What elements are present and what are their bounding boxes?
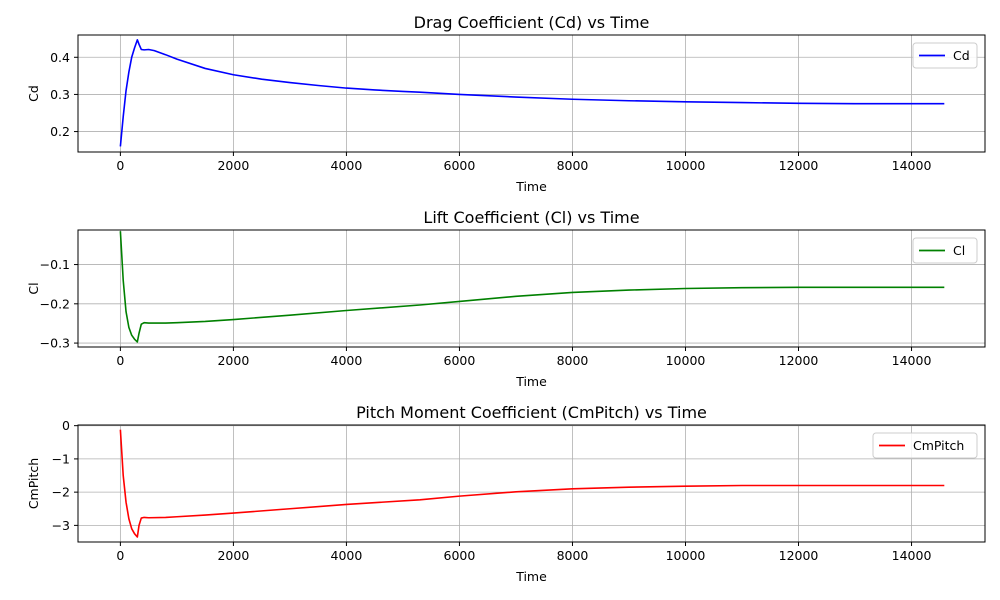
y-tick-label: −0.2 [40,296,70,311]
y-tick-label: −3 [52,518,70,533]
series-line-cmpitch [119,429,945,538]
y-tick-label: 0.4 [50,50,70,65]
y-tick-label: −0.1 [40,257,70,272]
legend: Cd [912,42,978,69]
chart-title: Lift Coefficient (Cl) vs Time [423,208,639,227]
y-tick-label: −1 [52,451,70,466]
x-tick-label: 8000 [557,158,589,173]
axes-frame [77,34,986,153]
x-tick-label: 14000 [892,353,932,368]
legend: Cl [912,237,978,264]
x-tick-label: 4000 [331,353,363,368]
x-tick-label: 6000 [444,353,476,368]
x-tick-label: 8000 [557,353,589,368]
axes-frame [77,424,986,543]
x-tick-label: 8000 [557,548,589,563]
y-tick-label: 0.2 [50,124,70,139]
x-tick-label: 14000 [892,158,932,173]
x-tick-label: 12000 [779,158,819,173]
x-tick-label: 0 [116,158,124,173]
x-tick-label: 0 [116,353,124,368]
x-tick-label: 12000 [779,353,819,368]
x-tick-label: 6000 [444,158,476,173]
x-tick-label: 10000 [666,158,706,173]
chart-title: Drag Coefficient (Cd) vs Time [414,13,650,32]
x-tick-label: 6000 [444,548,476,563]
x-tick-label: 4000 [331,158,363,173]
subplot-2: 0 2000 4000 6000 8000 10000 12000 14000 −0.3 −0.2… [26,208,986,389]
subplot-3: 0 2000 4000 6000 8000 10000 12000 14000 −3 −2 −1 0 P… [26,403,986,584]
subplot-1: 0 2000 4000 6000 8000 10000 12000 14000 0.2 0.3 0.… [26,13,986,194]
axes-frame [77,229,986,348]
x-tick-label: 2000 [217,548,249,563]
y-tick-label: −0.3 [40,336,70,351]
x-axis-label: Time [515,374,547,389]
x-tick-label: 10000 [666,353,706,368]
x-tick-label: 4000 [331,548,363,563]
x-tick-label: 10000 [666,548,706,563]
series-line-cl [119,231,945,343]
legend-label: CmPitch [913,438,964,453]
x-axis-label: Time [515,179,547,194]
x-tick-label: 2000 [217,353,249,368]
x-tick-label: 0 [116,548,124,563]
x-tick-label: 12000 [779,548,819,563]
legend-label: Cd [953,48,970,63]
legend-label: Cl [953,243,965,258]
legend: CmPitch [872,432,978,459]
chart-title: Pitch Moment Coefficient (CmPitch) vs Ti… [356,403,707,422]
legend-box [872,432,978,459]
y-tick-label: 0.3 [50,87,70,102]
y-axis-label: Cl [26,282,41,294]
x-tick-label: 14000 [892,548,932,563]
y-axis-label: Cd [26,85,41,102]
x-tick-label: 2000 [217,158,249,173]
y-axis-label: CmPitch [26,458,41,509]
y-tick-label: −2 [52,485,70,500]
y-tick-label: 0 [62,418,70,433]
x-axis-label: Time [515,569,547,584]
series-line-cd [119,39,945,147]
